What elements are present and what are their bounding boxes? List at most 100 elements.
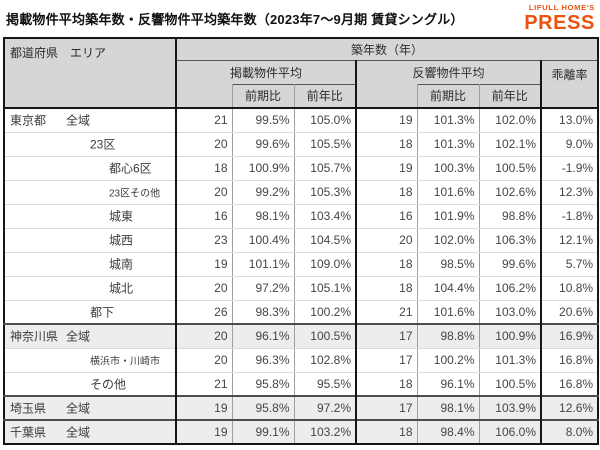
cell-divergence: 10.8% [541, 276, 599, 301]
cell-divergence: 12.1% [541, 228, 599, 253]
row-label-cell: 神奈川県 全域 [4, 323, 177, 349]
cell-response-yoy: 106.3% [479, 228, 542, 253]
cell-divergence: 12.3% [541, 180, 599, 205]
cell-response-avg: 17 [356, 395, 418, 421]
header-area-label: エリア [70, 46, 107, 60]
cell-listed-avg: 19 [176, 252, 233, 277]
header-listed-value-spacer [176, 84, 233, 109]
cell-listed-yoy: 105.5% [294, 132, 357, 157]
cell-listed-avg: 20 [176, 323, 233, 349]
cell-response-avg: 19 [356, 156, 418, 181]
row-label-cell: 城北 [4, 276, 177, 301]
cell-response-yoy: 106.2% [479, 276, 542, 301]
cell-response-qoq: 101.6% [417, 180, 480, 205]
cell-listed-yoy: 104.5% [294, 228, 357, 253]
cell-listed-yoy: 102.8% [294, 348, 357, 373]
table-header: 都道府県 エリア 築年数（年） 掲載物件平均 反響物件平均 乖離率 前期比 前年比… [4, 38, 599, 109]
cell-listed-yoy: 95.5% [294, 372, 357, 397]
cell-divergence: -1.9% [541, 156, 599, 181]
cell-response-avg: 17 [356, 323, 418, 349]
cell-response-qoq: 98.1% [417, 395, 480, 421]
cell-listed-qoq: 100.9% [232, 156, 295, 181]
prefecture-label: 東京都 [10, 113, 47, 128]
row-label-cell: 都心6区 [4, 156, 177, 181]
area-label: 都下 [90, 305, 115, 320]
row-label-cell: 城東 [4, 204, 177, 229]
cell-divergence: 13.0% [541, 108, 599, 133]
table-row: 千葉県 全域 19 99.1% 103.2% 18 98.4% 106.0% 8.0% [4, 419, 599, 445]
table-row: 都下 26 98.3% 100.2% 21 101.6% 103.0% 20.6% [4, 300, 599, 325]
cell-response-avg: 18 [356, 132, 418, 157]
cell-listed-qoq: 98.3% [232, 300, 295, 325]
cell-listed-avg: 21 [176, 372, 233, 397]
header-listed-yoy: 前年比 [294, 83, 357, 109]
cell-divergence: 16.9% [541, 323, 599, 349]
area-label: 城北 [109, 281, 134, 296]
cell-listed-qoq: 99.5% [232, 108, 295, 133]
cell-listed-avg: 19 [176, 419, 233, 445]
row-label-cell: 城西 [4, 228, 177, 253]
table-row: 横浜市・川崎市 20 96.3% 102.8% 17 100.2% 101.3% 16.8% [4, 348, 599, 373]
cell-response-yoy: 102.1% [479, 132, 542, 157]
cell-response-yoy: 99.6% [479, 252, 542, 277]
area-label: 城西 [109, 233, 134, 248]
cell-response-yoy: 102.6% [479, 180, 542, 205]
table-row: 23区その他 20 99.2% 105.3% 18 101.6% 102.6% 12.3% [4, 180, 599, 205]
cell-response-avg: 18 [356, 419, 418, 445]
row-label-cell: 23区その他 [4, 180, 177, 205]
cell-listed-qoq: 96.3% [232, 348, 295, 373]
cell-listed-yoy: 100.2% [294, 300, 357, 325]
header-response-group: 反響物件平均 [356, 60, 542, 84]
table-row: 神奈川県 全域 20 96.1% 100.5% 17 98.8% 100.9% 16.9% [4, 323, 599, 349]
cell-listed-avg: 20 [176, 348, 233, 373]
cell-listed-yoy: 105.3% [294, 180, 357, 205]
area-label: 23区 [90, 137, 116, 152]
cell-response-qoq: 101.6% [417, 300, 480, 325]
cell-listed-qoq: 99.6% [232, 132, 295, 157]
header-prefecture-area: 都道府県 エリア [4, 38, 177, 109]
row-label-cell: 城南 [4, 252, 177, 277]
cell-response-avg: 19 [356, 108, 418, 133]
area-label: 23区その他 [109, 188, 161, 200]
cell-listed-qoq: 99.2% [232, 180, 295, 205]
cell-response-qoq: 98.5% [417, 252, 480, 277]
cell-response-qoq: 100.3% [417, 156, 480, 181]
cell-listed-avg: 20 [176, 276, 233, 301]
row-label-cell: 都下 [4, 300, 177, 325]
cell-listed-avg: 21 [176, 108, 233, 133]
cell-listed-yoy: 103.4% [294, 204, 357, 229]
cell-response-avg: 18 [356, 180, 418, 205]
header-listed-qoq: 前期比 [232, 83, 295, 109]
cell-divergence: 20.6% [541, 300, 599, 325]
cell-listed-yoy: 105.1% [294, 276, 357, 301]
cell-listed-yoy: 109.0% [294, 252, 357, 277]
cell-divergence: 16.8% [541, 348, 599, 373]
table-row: 城東 16 98.1% 103.4% 16 101.9% 98.8% -1.8% [4, 204, 599, 229]
cell-response-qoq: 104.4% [417, 276, 480, 301]
area-label: 全域 [66, 401, 91, 416]
cell-listed-yoy: 97.2% [294, 395, 357, 421]
area-label: 城東 [109, 209, 134, 224]
cell-response-yoy: 100.5% [479, 372, 542, 397]
area-label: 全域 [66, 113, 91, 128]
prefecture-label: 埼玉県 [10, 401, 47, 416]
area-label: その他 [90, 377, 127, 392]
cell-listed-qoq: 101.1% [232, 252, 295, 277]
cell-response-qoq: 96.1% [417, 372, 480, 397]
cell-divergence: 12.6% [541, 395, 599, 421]
cell-listed-yoy: 105.7% [294, 156, 357, 181]
header-listed-group: 掲載物件平均 [176, 60, 357, 84]
row-label-cell: 埼玉県 全域 [4, 395, 177, 421]
building-age-table: 都道府県 エリア 築年数（年） 掲載物件平均 反響物件平均 乖離率 前期比 前年比… [3, 37, 600, 445]
cell-listed-avg: 26 [176, 300, 233, 325]
cell-response-avg: 16 [356, 204, 418, 229]
cell-listed-qoq: 98.1% [232, 204, 295, 229]
cell-response-yoy: 103.0% [479, 300, 542, 325]
page-title: 掲載物件平均築年数・反響物件平均築年数（2023年7～9月期 賃貸シングル） [6, 12, 464, 27]
logo-brand-text: LIFULL HOME'S [528, 3, 595, 12]
table-row: 都心6区 18 100.9% 105.7% 19 100.3% 100.5% -1.9% [4, 156, 599, 181]
header-response-yoy: 前年比 [479, 83, 542, 109]
cell-response-yoy: 98.8% [479, 204, 542, 229]
row-label-cell: 横浜市・川崎市 [4, 348, 177, 373]
